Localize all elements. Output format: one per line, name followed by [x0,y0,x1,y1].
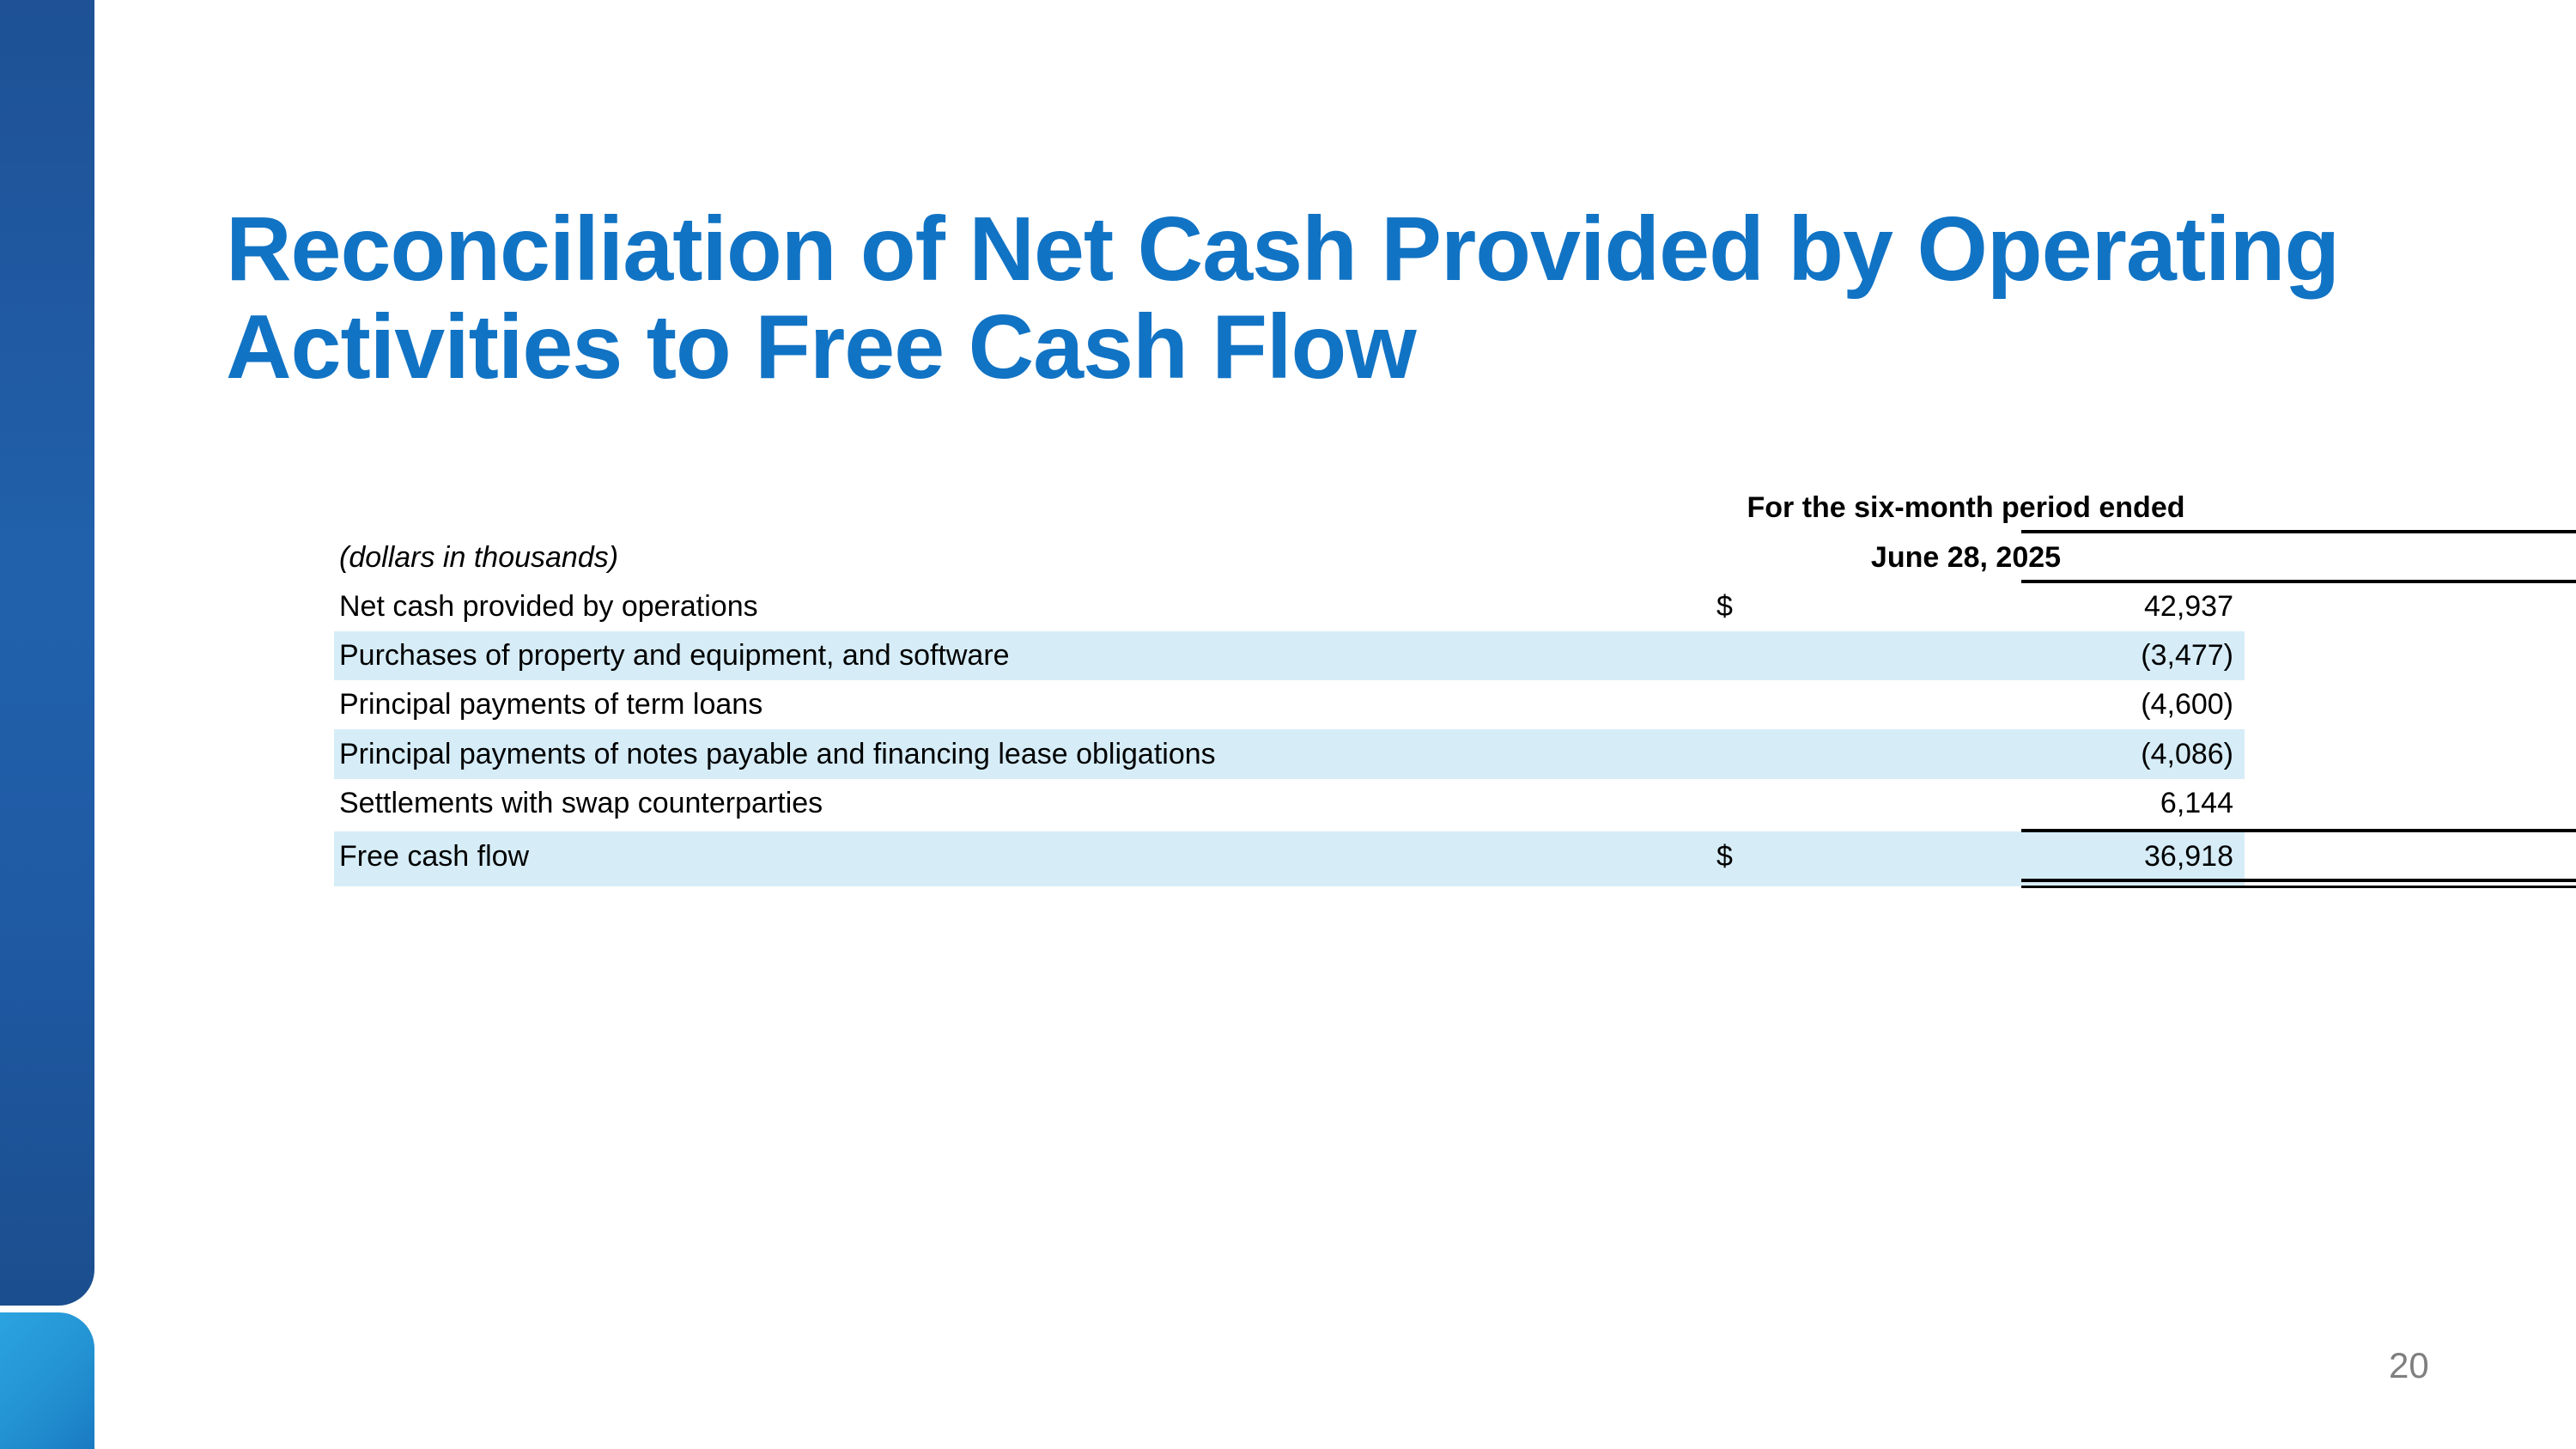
row-value-cell: (4,086) [1687,729,2245,779]
row-value: 42,937 [2144,590,2233,623]
row-value-cell: (4,600) [1687,680,2245,729]
row-value: 6,144 [2160,787,2233,819]
left-accent-bar-bottom [0,1312,94,1449]
row-label: Purchases of property and equipment, and… [339,639,1010,672]
row-value-cell: $ 42,937 [1687,582,2245,631]
table-row: Purchases of property and equipment, and… [334,631,2245,680]
row-value: (4,086) [2141,738,2233,770]
row-label: Principal payments of term loans [339,688,763,721]
units-note: (dollars in thousands) [339,541,619,574]
table-row: Settlements with swap counterparties 6,1… [334,779,2245,828]
currency-symbol: $ [1716,840,1733,873]
header-spacer-cell [334,484,1687,533]
row-value-cell: (3,477) [1687,631,2245,680]
table-row-total: Free cash flow $ 36,918 [334,831,2245,886]
total-rule-top [2021,829,2576,832]
table-row: Principal payments of term loans (4,600) [334,680,2245,729]
left-accent-bar-top [0,0,94,1306]
date-header-cell: June 28, 2025 [1870,541,2062,574]
total-double-underline-1 [2021,879,2576,882]
row-value-cell: 6,144 [1687,779,2245,828]
table-row: Net cash provided by operations $ 42,937 [334,582,2245,631]
row-value-cell: $ 36,918 [1687,831,2245,886]
header-rule-bottom [2021,580,2576,583]
row-value: (3,477) [2141,639,2233,672]
slide-title: Reconciliation of Net Cash Provided by O… [226,198,2340,399]
row-label: Settlements with swap counterparties [339,787,823,819]
table-header-row-date: (dollars in thousands) June 28, 2025 [334,533,2245,582]
table-row: Principal payments of notes payable and … [334,729,2245,779]
row-label: Principal payments of notes payable and … [339,738,1216,770]
row-value: (4,600) [2141,688,2233,721]
currency-symbol: $ [1716,590,1733,623]
header-rule-top [2021,530,2576,533]
period-header-cell: For the six-month period ended [1747,491,2185,524]
row-label: Net cash provided by operations [339,590,758,623]
row-label: Free cash flow [339,840,530,873]
row-value: 36,918 [2144,840,2233,873]
table-header-row-period: For the six-month period ended [334,484,2245,533]
total-double-underline-2 [2021,886,2576,888]
free-cash-flow-table: For the six-month period ended (dollars … [334,484,2576,888]
page-number: 20 [2389,1345,2429,1385]
